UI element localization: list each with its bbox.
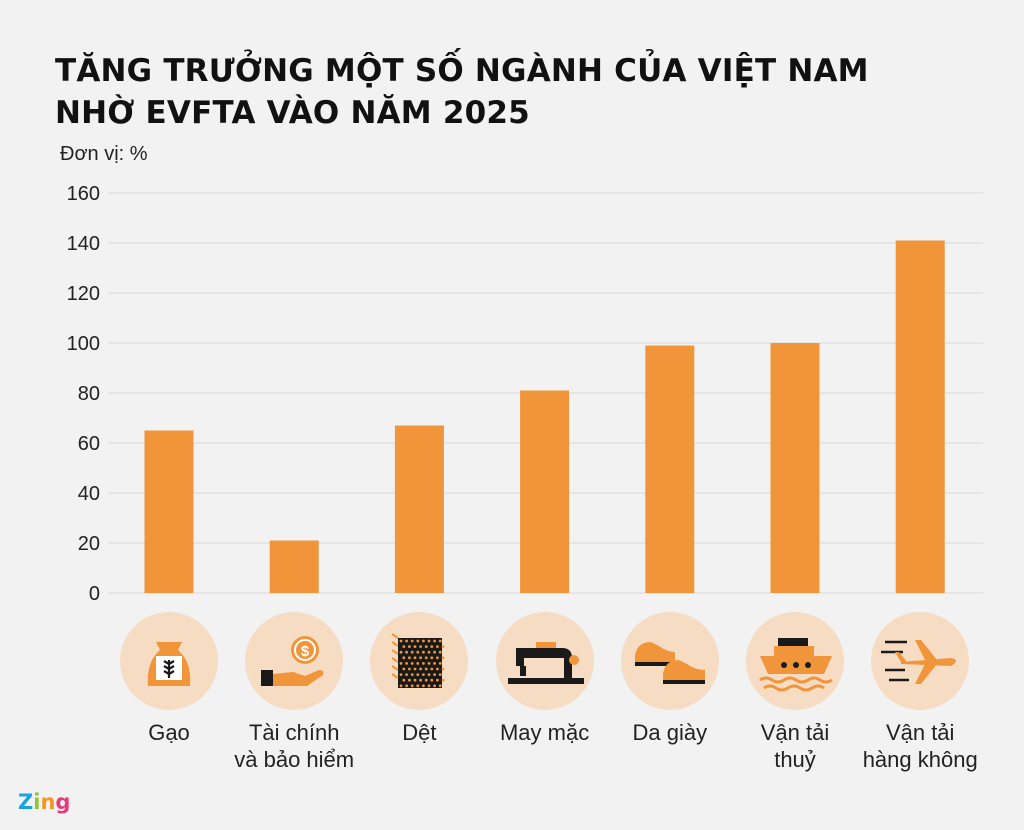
airplane-icon [871, 612, 970, 710]
y-tick-label: 160 [67, 183, 100, 205]
x-tick-label: May mặc [470, 719, 620, 746]
x-tick-label: Da giày [595, 719, 745, 746]
y-tick-label: 0 [89, 583, 100, 605]
chart-title: TĂNG TRƯỞNG MỘT SỐ NGÀNH CỦA VIỆT NAM NH… [55, 53, 869, 131]
x-tick-label-line: Vận tải [885, 720, 955, 745]
x-tick-label-line: Tài chính [248, 720, 340, 745]
svg-text:$: $ [301, 643, 310, 660]
bar [770, 343, 820, 593]
x-tick-label-line: May mặc [499, 720, 590, 745]
x-tick-label: Vận tải hàng không [845, 719, 995, 773]
shoes-icon [620, 612, 719, 710]
y-tick-label: 20 [78, 533, 100, 555]
x-tick-label-line: thuỷ [774, 747, 816, 772]
x-tick-label: Vận tải thuỷ [720, 719, 870, 773]
x-tick-label-line: hàng không [862, 747, 978, 772]
y-tick-label: 140 [67, 233, 100, 255]
x-tick-label: Dệt [344, 719, 494, 746]
x-tick-label-line: Vận tải [760, 720, 830, 745]
x-tick-label-line: Gạo [148, 720, 190, 745]
x-tick-label: Tài chính và bảo hiểm [219, 719, 369, 773]
rice-sack-icon [120, 612, 218, 710]
bar [895, 240, 945, 593]
y-tick-label: 80 [78, 383, 100, 405]
bar [520, 390, 570, 593]
y-tick-label: 100 [67, 333, 100, 355]
sewing-machine-icon [495, 612, 594, 710]
ship-icon [746, 612, 844, 710]
y-tick-label: 40 [78, 483, 100, 505]
bar [269, 540, 319, 593]
x-tick-label-line: Da giày [632, 720, 708, 745]
x-tick-label-line: Dệt [402, 720, 437, 745]
y-tick-label: 60 [78, 433, 100, 455]
x-tick-label-line: và bảo hiểm [234, 747, 355, 772]
x-tick-label: Gạo [94, 719, 244, 746]
y-tick-label: 120 [67, 283, 100, 305]
textile-icon [370, 612, 469, 710]
unit-label: Đơn vị: % [60, 143, 148, 165]
hand-coin-icon: $ [245, 612, 344, 710]
bar [645, 345, 695, 593]
bar [144, 430, 194, 593]
brand-logo: Zing [18, 790, 71, 814]
bar [394, 425, 444, 593]
